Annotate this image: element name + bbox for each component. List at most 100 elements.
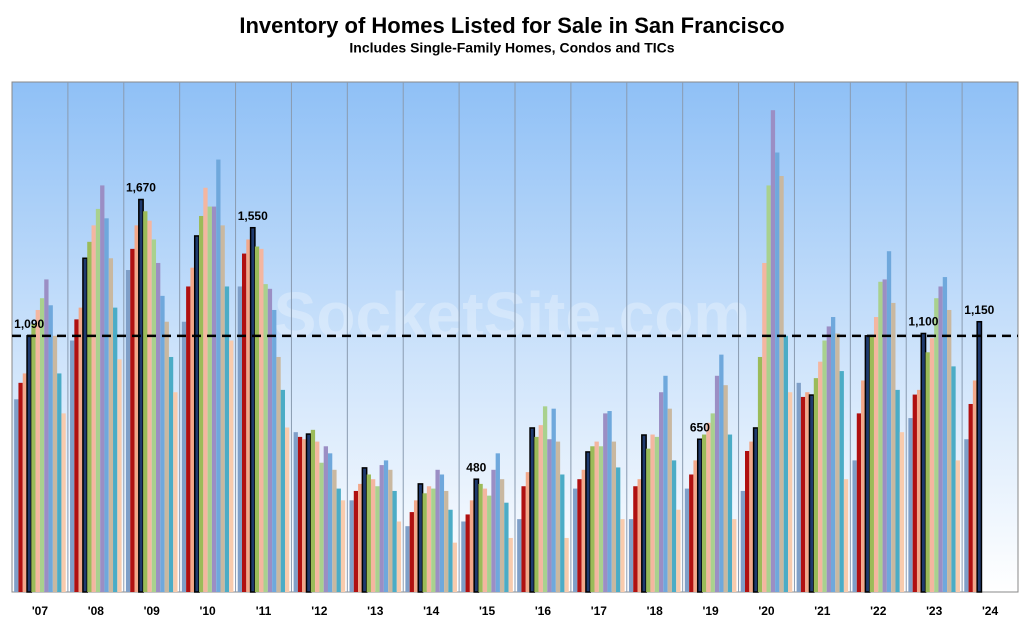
bar bbox=[366, 474, 371, 592]
bar bbox=[349, 500, 354, 592]
bar bbox=[254, 246, 260, 593]
bar bbox=[473, 478, 480, 593]
value-label: 480 bbox=[466, 460, 486, 474]
bar bbox=[229, 340, 234, 592]
bar bbox=[147, 220, 152, 593]
bar bbox=[732, 519, 737, 592]
bar bbox=[267, 288, 273, 592]
bar bbox=[435, 469, 440, 592]
bar bbox=[482, 488, 488, 592]
bar bbox=[272, 309, 277, 592]
bar bbox=[203, 187, 208, 592]
bar bbox=[379, 465, 384, 592]
bar bbox=[361, 467, 368, 593]
bar bbox=[22, 373, 28, 592]
x-tick-label: '16 bbox=[535, 604, 552, 618]
bar bbox=[671, 460, 677, 592]
bar bbox=[839, 371, 844, 592]
bar bbox=[242, 253, 247, 592]
bar bbox=[542, 406, 548, 592]
bar bbox=[315, 441, 320, 592]
bar bbox=[35, 309, 40, 592]
value-label: 1,100 bbox=[908, 315, 938, 329]
bar bbox=[310, 429, 316, 592]
bar bbox=[74, 319, 79, 592]
bar bbox=[964, 439, 969, 592]
bar bbox=[783, 335, 788, 592]
bar bbox=[173, 392, 178, 592]
bar bbox=[796, 382, 801, 592]
bar bbox=[955, 460, 960, 592]
x-tick-label: '13 bbox=[367, 604, 384, 618]
bar bbox=[745, 450, 750, 592]
bar bbox=[14, 399, 19, 592]
bar bbox=[633, 486, 638, 592]
bar bbox=[138, 198, 144, 593]
bar bbox=[843, 479, 849, 592]
value-label: 1,550 bbox=[238, 209, 268, 223]
bar bbox=[249, 226, 256, 593]
bar bbox=[417, 483, 424, 593]
bar bbox=[327, 453, 333, 592]
bar bbox=[370, 479, 376, 592]
x-tick-label: '10 bbox=[200, 604, 217, 618]
bar bbox=[130, 248, 135, 592]
bar bbox=[284, 427, 290, 592]
bar bbox=[237, 286, 243, 592]
x-tick-label: '11 bbox=[256, 604, 272, 618]
bar bbox=[684, 488, 690, 592]
value-label: 1,670 bbox=[126, 181, 156, 195]
bar bbox=[611, 441, 617, 592]
bar bbox=[263, 284, 268, 592]
bar bbox=[39, 298, 45, 592]
bar bbox=[199, 215, 204, 592]
bar bbox=[835, 333, 840, 592]
bar bbox=[899, 432, 905, 592]
bar bbox=[805, 392, 810, 592]
bar bbox=[491, 469, 496, 592]
bar bbox=[388, 469, 393, 592]
bar bbox=[620, 519, 625, 592]
bar bbox=[942, 277, 948, 592]
bar bbox=[224, 286, 230, 592]
bar bbox=[976, 320, 983, 593]
bar bbox=[186, 286, 191, 592]
bar bbox=[628, 519, 634, 592]
bar bbox=[714, 375, 720, 592]
bar bbox=[727, 434, 733, 592]
bar bbox=[693, 460, 698, 592]
bar bbox=[461, 521, 466, 592]
value-label: 650 bbox=[690, 420, 710, 434]
x-tick-label: '18 bbox=[647, 604, 664, 618]
bar bbox=[637, 479, 642, 592]
bar bbox=[864, 335, 871, 593]
bar bbox=[413, 500, 419, 592]
bar bbox=[332, 469, 337, 592]
bar bbox=[920, 332, 927, 593]
bar bbox=[861, 380, 866, 592]
bar bbox=[113, 307, 118, 592]
bar bbox=[125, 270, 131, 592]
bar bbox=[650, 434, 655, 592]
bar bbox=[873, 317, 879, 592]
bar bbox=[193, 235, 200, 593]
bar bbox=[787, 392, 793, 592]
x-tick-label: '20 bbox=[758, 604, 775, 618]
bar bbox=[766, 185, 771, 592]
bar bbox=[891, 302, 896, 592]
bar bbox=[719, 354, 724, 592]
bar bbox=[392, 490, 397, 592]
bar bbox=[246, 239, 251, 592]
x-tick-label: '15 bbox=[479, 604, 496, 618]
x-tick-label: '24 bbox=[982, 604, 999, 618]
bar bbox=[70, 340, 75, 592]
bar bbox=[830, 317, 836, 592]
bar bbox=[117, 359, 122, 592]
bar bbox=[383, 460, 389, 592]
bar bbox=[396, 521, 402, 592]
bar bbox=[340, 500, 346, 592]
bar bbox=[448, 509, 453, 592]
bar bbox=[813, 378, 819, 592]
